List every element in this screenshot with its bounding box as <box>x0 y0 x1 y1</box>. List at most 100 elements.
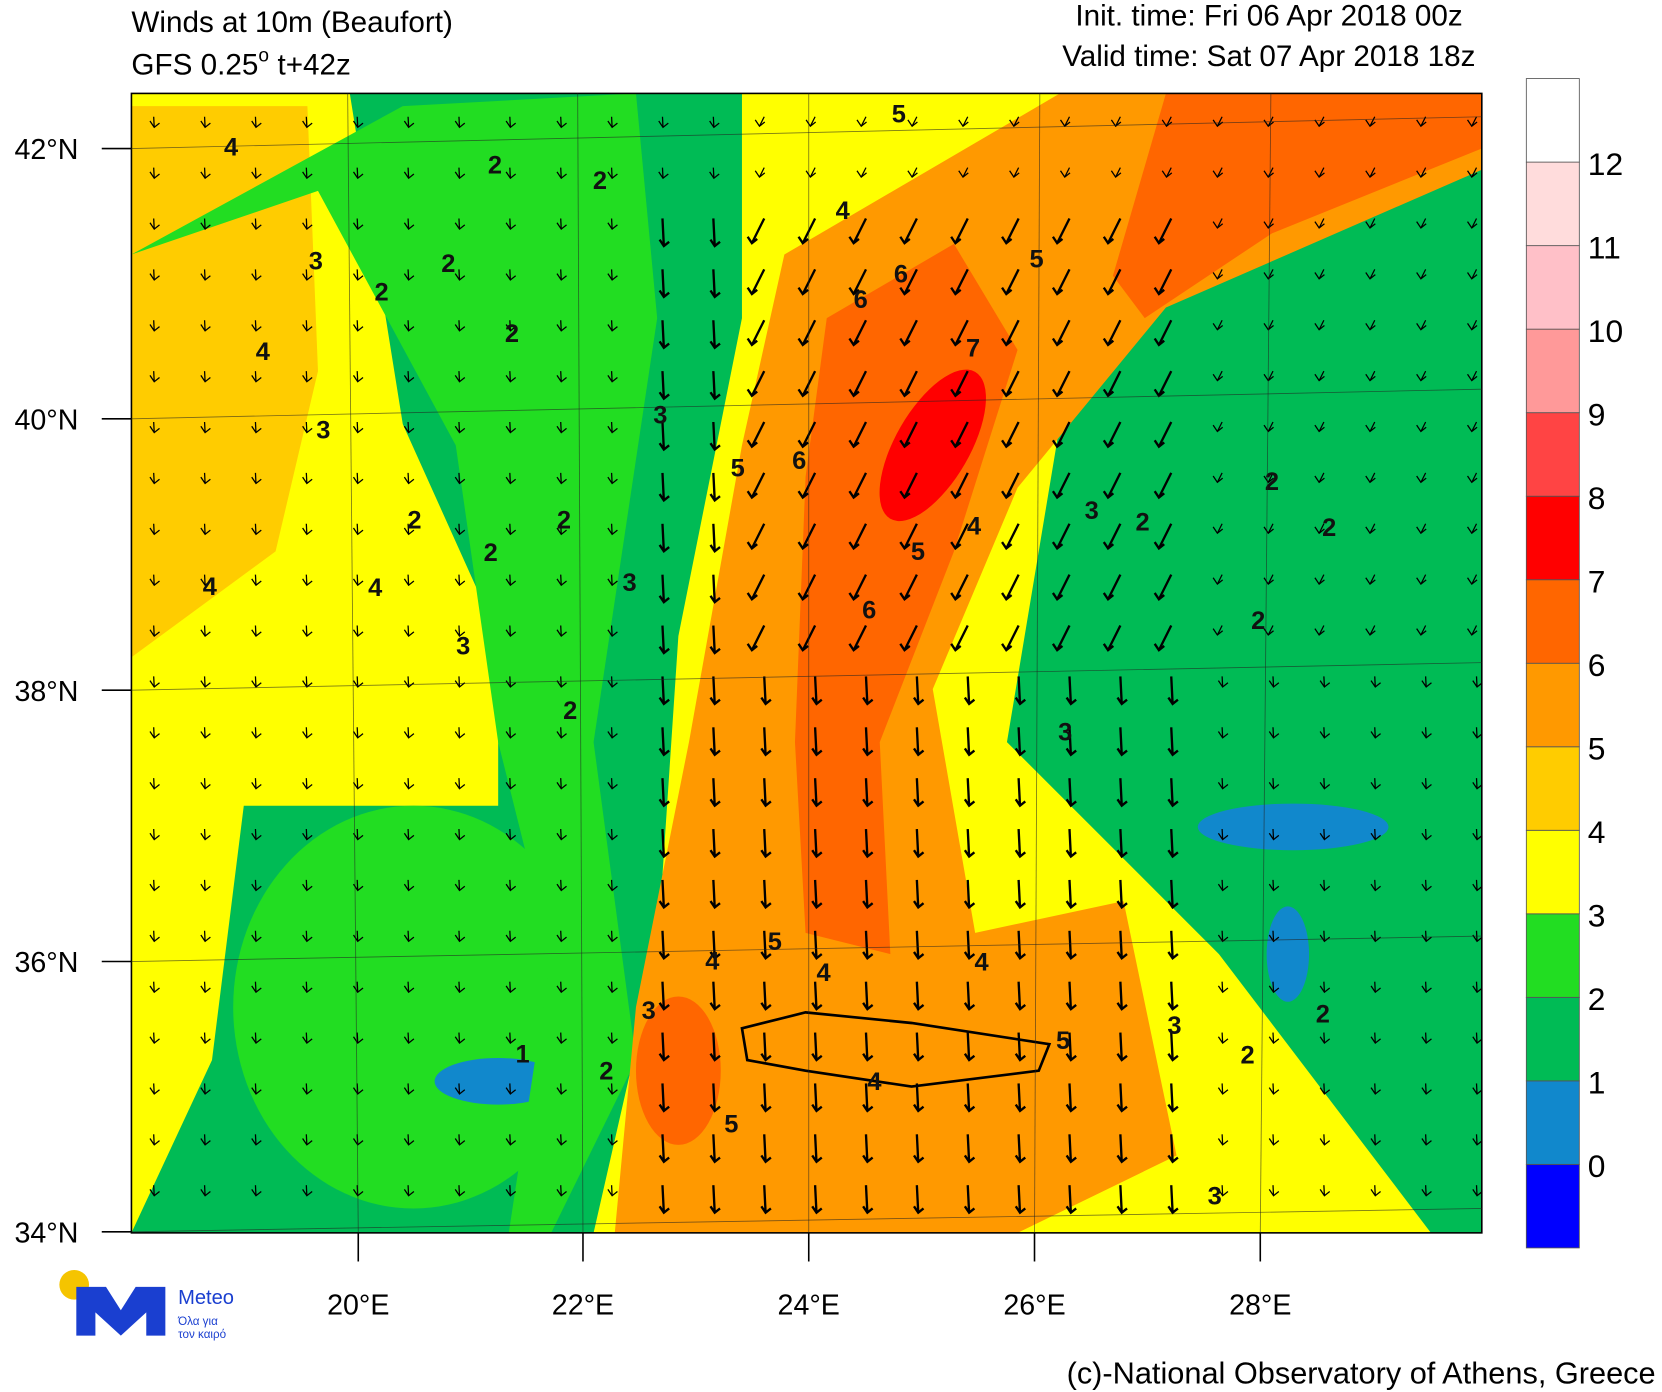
wind-arrow <box>658 116 669 129</box>
wind-arrow <box>149 1185 160 1197</box>
wind-arrow <box>607 625 618 638</box>
colorbar-label: 12 <box>1588 146 1623 182</box>
wind-arrow <box>352 167 364 180</box>
wind-arrow <box>1167 879 1179 910</box>
contour-label: 6 <box>792 447 806 475</box>
wind-arrow <box>811 1083 823 1113</box>
colorbar-box <box>1525 161 1580 247</box>
wind-arrow <box>1001 370 1020 398</box>
contour-label: 3 <box>1085 497 1099 525</box>
map-frame <box>130 92 1483 1234</box>
logo-mark <box>76 1286 166 1336</box>
contour-label: 3 <box>1167 1012 1181 1040</box>
wind-arrow <box>251 1134 262 1146</box>
wind-arrow <box>1314 319 1325 331</box>
wind-arrow <box>302 778 313 790</box>
wind-arrow <box>1001 268 1020 296</box>
wind-arrow <box>963 981 976 1011</box>
wind-arrow <box>709 625 721 655</box>
wind-arrow <box>149 1134 160 1146</box>
wind-arrow <box>1001 472 1020 500</box>
wind-arrow <box>1421 1032 1432 1045</box>
wind-arrow <box>658 625 670 655</box>
wind-arrow <box>1116 1185 1128 1215</box>
wind-arrow <box>1167 1083 1179 1113</box>
wind-arrow <box>149 930 160 943</box>
wind-arrow <box>1153 421 1173 449</box>
lat-line <box>131 388 1482 420</box>
wind-arrow <box>658 371 670 401</box>
wind-arrow <box>1314 574 1325 586</box>
wind-arrow <box>1217 676 1229 688</box>
contour-label: 4 <box>974 948 988 976</box>
wind-arrow <box>1467 218 1478 229</box>
wind-arrow <box>251 421 262 434</box>
wind-arrow <box>302 320 313 332</box>
wind-arrow <box>505 1134 517 1146</box>
contour-label: 5 <box>892 100 906 128</box>
wind-arrow <box>709 930 721 961</box>
init-time: Init. time: Fri 06 Apr 2018 00z <box>1075 0 1462 33</box>
wind-arrow <box>200 727 211 739</box>
wind-arrow <box>805 167 817 179</box>
colorbar-box <box>1525 746 1580 831</box>
wind-arrow <box>658 1134 670 1164</box>
wind-arrow <box>1421 981 1432 994</box>
wind-arrow <box>1421 1185 1432 1197</box>
wind-arrow <box>1467 269 1478 280</box>
wind-arrow <box>302 727 313 739</box>
wind-arrow <box>1467 625 1478 636</box>
wind-arrow <box>607 167 618 180</box>
wind-arrow <box>200 1134 211 1146</box>
wind-arrow <box>352 625 364 638</box>
wind-arrow <box>963 828 976 859</box>
wind-arrow <box>302 472 313 485</box>
wind-arrow <box>403 167 415 180</box>
wind-arrow <box>251 930 262 943</box>
wind-arrow <box>556 1083 567 1095</box>
wind-arrow <box>950 268 969 296</box>
lon-line <box>347 93 359 1233</box>
lat-line <box>131 1208 1482 1233</box>
wind-arrow <box>1161 167 1173 179</box>
wind-arrow <box>1102 421 1122 449</box>
wind-arrow <box>950 421 969 449</box>
wind-arrow <box>1065 676 1077 706</box>
wind-arrow <box>454 371 466 383</box>
wind-arrow <box>1116 1083 1128 1113</box>
lon-line <box>1259 93 1272 1233</box>
wind-arrow <box>1102 472 1122 500</box>
wind-arrow <box>200 523 211 536</box>
wind-arrow <box>1268 1083 1280 1095</box>
area-7 <box>1112 93 1482 319</box>
wind-arrow <box>709 472 721 503</box>
wind-arrow <box>200 116 211 129</box>
wind-arrow <box>403 828 415 841</box>
wind-arrow <box>607 371 618 383</box>
wind-arrow <box>1212 319 1224 331</box>
wind-arrow <box>1167 1134 1179 1164</box>
wind-arrow <box>1153 472 1173 500</box>
wind-arrow <box>505 930 517 943</box>
wind-arrow <box>1167 981 1179 1011</box>
wind-arrow <box>607 727 618 739</box>
wind-arrow <box>658 676 670 706</box>
wind-arrow <box>1001 319 1020 347</box>
wind-arrow <box>848 472 868 500</box>
wind-arrow <box>862 778 874 808</box>
wind-arrow <box>454 269 466 281</box>
wind-arrow <box>200 371 211 383</box>
wind-arrow <box>607 421 618 434</box>
wind-arrow <box>454 574 466 587</box>
wind-arrow <box>505 1185 517 1197</box>
wind-arrow <box>1467 574 1478 586</box>
lon-label: 26°E <box>1003 1289 1065 1321</box>
wind-arrow <box>454 676 466 688</box>
wind-arrow <box>607 472 618 485</box>
contour-label: 7 <box>966 335 980 363</box>
wind-arrow <box>1268 778 1280 790</box>
wind-arrow <box>1014 727 1027 757</box>
wind-arrow <box>1116 879 1128 910</box>
wind-arrow <box>1153 523 1173 551</box>
